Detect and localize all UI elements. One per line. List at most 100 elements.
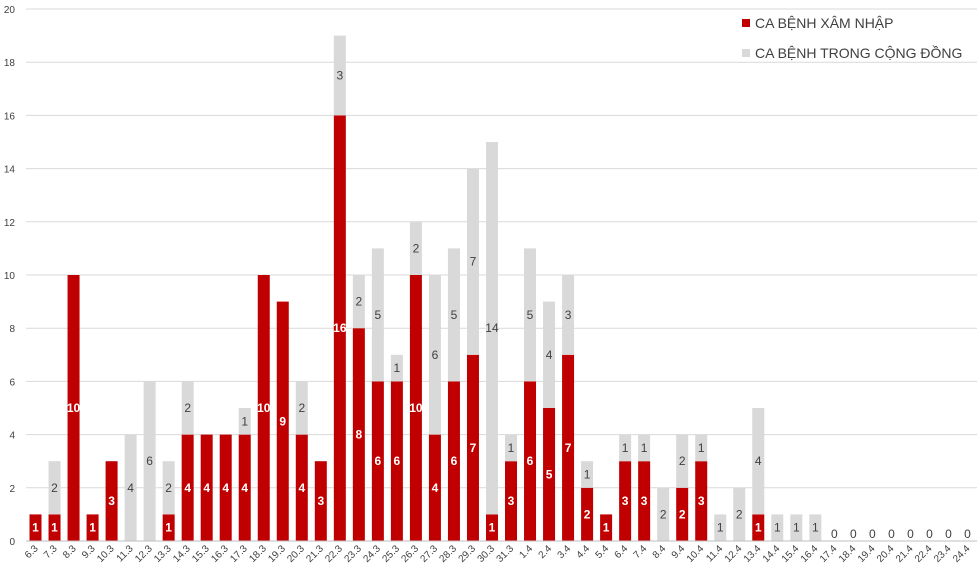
bar-community	[48, 461, 61, 515]
x-tick-label: 19.4	[856, 543, 878, 565]
bar-imported	[371, 381, 384, 541]
bar-community	[371, 248, 384, 382]
data-label-community: 1	[622, 441, 629, 455]
x-tick-label: 7.3	[42, 543, 60, 561]
x-tick-label: 17.4	[818, 543, 840, 565]
x-tick-label: 1.4	[518, 543, 536, 561]
x-tick-label: 10.4	[685, 543, 707, 565]
bar-community	[466, 168, 479, 355]
x-tick-label: 15.4	[780, 543, 802, 565]
data-label-community: 6	[432, 348, 439, 362]
y-tick-label: 12	[4, 218, 16, 229]
data-label-community: 1	[508, 441, 515, 455]
data-label-imported: 1	[489, 521, 496, 535]
bar-community	[485, 142, 498, 515]
data-label-imported: 1	[755, 521, 762, 535]
data-label-imported: 1	[51, 521, 58, 535]
bar-community	[181, 381, 194, 435]
data-label-community: 2	[356, 295, 363, 309]
data-label-imported: 1	[32, 521, 39, 535]
y-tick-label: 6	[9, 377, 15, 388]
x-tick-label: 26.3	[399, 543, 421, 565]
data-label-imported: 16	[333, 321, 347, 335]
y-tick-label: 20	[4, 5, 16, 16]
bar-imported	[200, 434, 213, 541]
bar-community	[543, 301, 556, 408]
x-tick-label: 14.3	[171, 543, 193, 565]
x-tick-label: 22.3	[323, 543, 345, 565]
data-label-zero: 0	[945, 527, 952, 541]
data-label-community: 1	[793, 521, 800, 535]
bar-community	[638, 434, 651, 462]
data-label-imported: 10	[67, 401, 81, 415]
x-tick-label: 21.4	[894, 543, 916, 565]
x-tick-label: 27.3	[419, 543, 441, 565]
bar-imported	[695, 461, 708, 541]
bar-imported	[600, 514, 613, 541]
data-label-zero: 0	[926, 527, 933, 541]
data-label-community: 6	[146, 454, 153, 468]
x-tick-label: 2.4	[537, 543, 555, 561]
bar-imported	[257, 275, 270, 541]
bar-imported	[67, 275, 80, 541]
legend-item-imported: CA BỆNH XÂM NHẬP	[742, 14, 962, 32]
x-tick-label: 13.3	[152, 543, 174, 565]
data-label-imported: 3	[108, 494, 115, 508]
data-label-imported: 3	[698, 494, 705, 508]
bar-community	[581, 461, 594, 488]
data-label-imported: 1	[165, 521, 172, 535]
data-label-imported: 6	[375, 454, 382, 468]
data-label-zero: 0	[888, 527, 895, 541]
bar-community	[714, 514, 727, 541]
data-label-community: 1	[698, 441, 705, 455]
x-tick-label: 25.3	[380, 543, 402, 565]
y-tick-label: 14	[4, 165, 16, 176]
data-label-community: 7	[470, 255, 477, 269]
bar-community	[162, 461, 175, 515]
bar-imported	[619, 461, 632, 541]
data-label-community: 4	[546, 348, 553, 362]
x-tick-label: 16.4	[799, 543, 821, 565]
data-label-imported: 8	[356, 428, 363, 442]
bar-imported	[352, 328, 365, 541]
data-label-imported: 1	[603, 521, 610, 535]
bar-imported	[333, 115, 346, 542]
x-tick-label: 19.3	[266, 543, 288, 565]
data-label-community: 1	[774, 521, 781, 535]
data-label-zero: 0	[869, 527, 876, 541]
bar-community	[390, 354, 403, 382]
data-label-community: 1	[394, 361, 401, 375]
data-label-community: 2	[51, 481, 58, 495]
legend: CA BỆNH XÂM NHẬP CA BỆNH TRONG CỘNG ĐỒNG	[742, 14, 962, 74]
bar-imported	[390, 381, 403, 541]
x-tick-label: 18.4	[837, 543, 859, 565]
data-label-imported: 10	[257, 401, 271, 415]
y-tick-label: 2	[9, 484, 15, 495]
data-label-community: 3	[336, 69, 343, 83]
data-label-imported: 1	[89, 521, 96, 535]
bar-community	[619, 434, 632, 462]
data-label-community: 14	[485, 321, 499, 335]
legend-swatch-community	[742, 49, 750, 57]
data-label-community: 2	[413, 241, 420, 255]
legend-item-community: CA BỆNH TRONG CỘNG ĐỒNG	[742, 44, 962, 62]
bar-imported	[524, 381, 537, 541]
bar-imported	[485, 514, 498, 541]
data-label-community: 1	[812, 521, 819, 535]
bar-imported	[48, 514, 61, 541]
y-tick-label: 0	[9, 537, 15, 548]
y-tick-label: 4	[9, 431, 15, 442]
data-label-community: 5	[527, 308, 534, 322]
data-label-community: 3	[565, 308, 572, 322]
x-tick-label: 7.4	[632, 543, 650, 561]
x-tick-label: 24.4	[951, 543, 973, 565]
data-label-community: 2	[298, 401, 305, 415]
data-label-imported: 4	[241, 481, 248, 495]
bar-imported	[505, 461, 518, 541]
bar-imported	[447, 381, 460, 541]
data-label-zero: 0	[964, 527, 971, 541]
bar-community	[143, 381, 156, 541]
x-tick-label: 31.3	[495, 543, 517, 565]
bar-imported	[219, 434, 232, 541]
bar-imported	[162, 514, 175, 541]
